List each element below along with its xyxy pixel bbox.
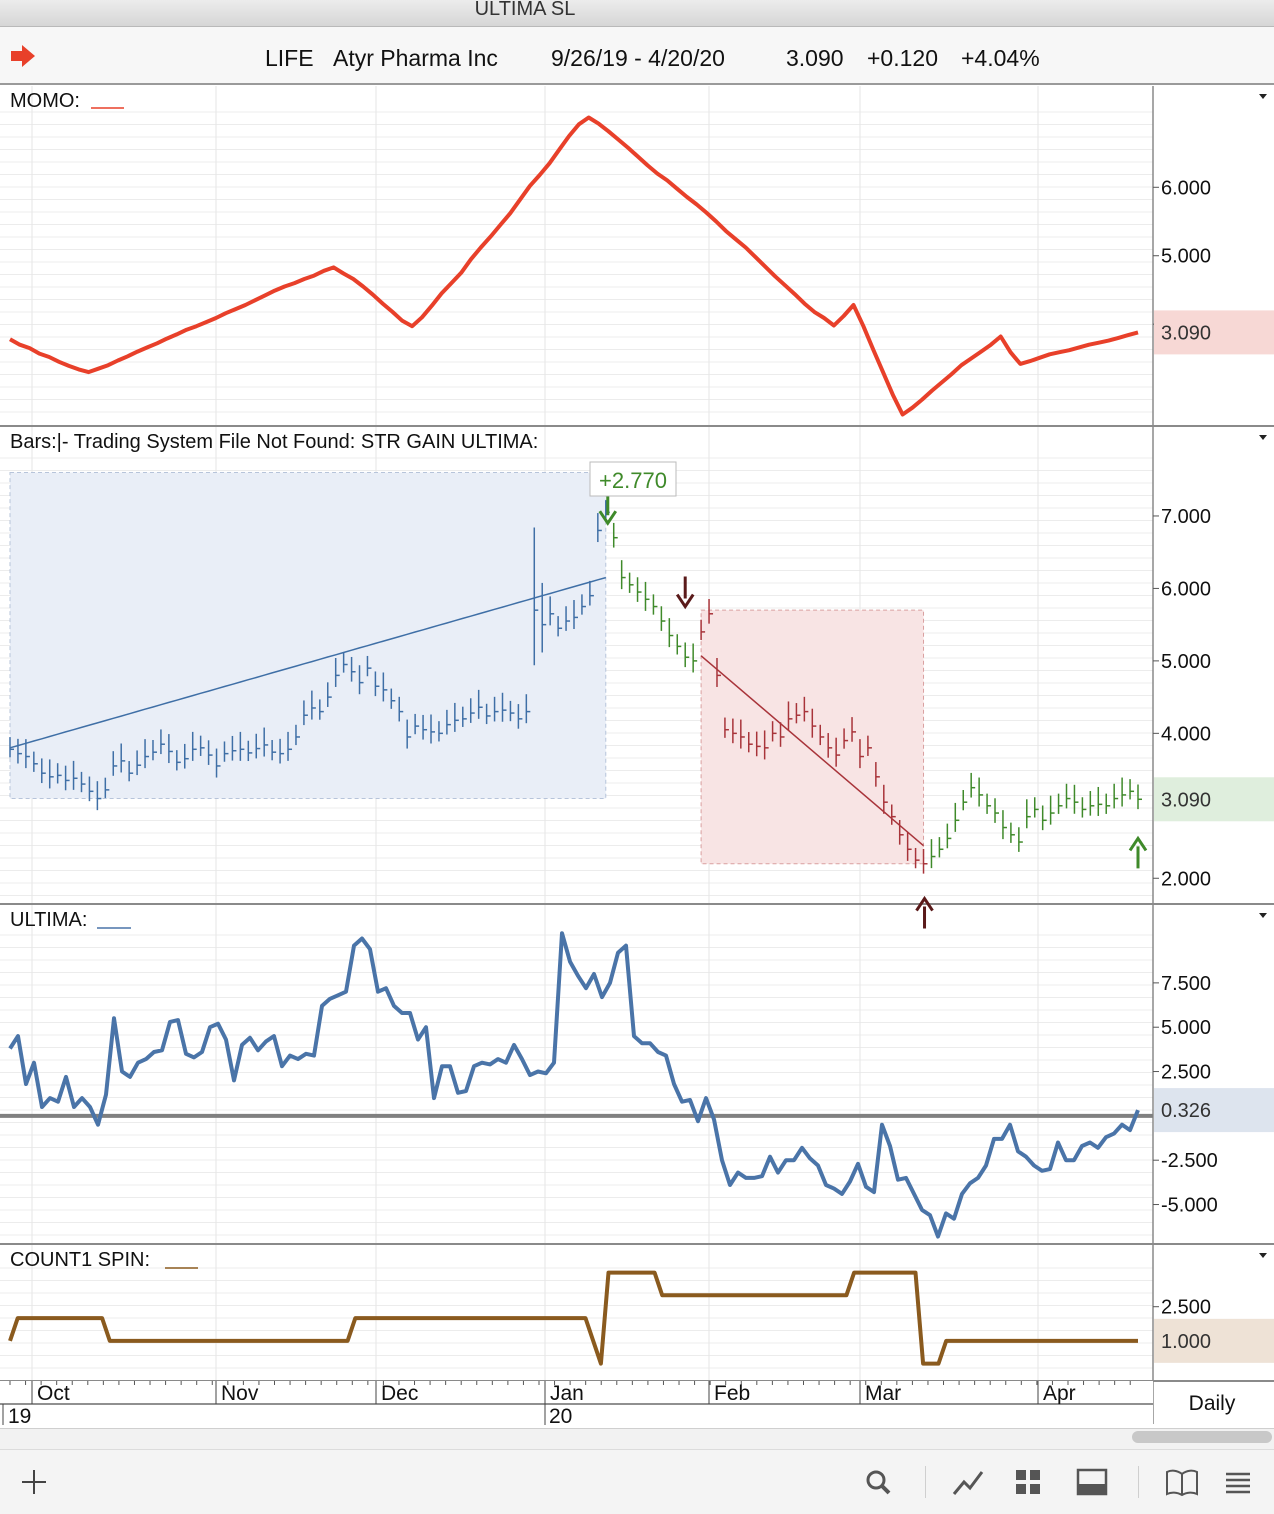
horizontal-scrollbar[interactable] — [1132, 1431, 1272, 1443]
last-price: 3.090 — [786, 45, 844, 71]
y-tick-label: 4.000 — [1161, 723, 1211, 745]
chart-title-momo: MOMO: — [10, 90, 80, 112]
x-tick-label: Apr — [1043, 1382, 1076, 1405]
y-tick-label: 2.500 — [1161, 1062, 1211, 1084]
x-tick-label: Oct — [37, 1382, 70, 1405]
symbol: LIFE — [265, 45, 314, 71]
search-icon[interactable] — [858, 1464, 898, 1500]
gain-annotation-box — [589, 461, 677, 497]
series-line-ultima — [8, 931, 1140, 1239]
y-tick-label: 7.000 — [1161, 506, 1211, 528]
y-tick-label: 5.000 — [1161, 1017, 1211, 1039]
last-value-tag — [1154, 1318, 1274, 1363]
arrow-right-icon[interactable] — [10, 45, 36, 67]
add-icon[interactable] — [14, 1464, 54, 1500]
y-tick-label: -5.000 — [1161, 1195, 1218, 1217]
panel-menu-icon[interactable] — [1259, 913, 1267, 918]
date-range: 9/26/19 - 4/20/20 — [551, 45, 725, 71]
x-tick-label: Dec — [381, 1382, 418, 1405]
series-line-momo — [9, 115, 1139, 417]
last-value-label: 0.326 — [1161, 1100, 1211, 1122]
y-tick-label: 5.000 — [1161, 246, 1211, 268]
buy-signal-arrow — [1128, 835, 1148, 869]
chart-title-bars: Bars:|- Trading System File Not Found: S… — [10, 431, 538, 453]
short-signal-arrow — [675, 576, 695, 610]
grid-icon[interactable] — [1008, 1464, 1048, 1500]
x-year-label: 20 — [549, 1405, 572, 1425]
last-value-tag — [1154, 1088, 1274, 1133]
timeframe-label[interactable]: Daily — [1188, 1392, 1236, 1415]
y-tick-label: 6.000 — [1161, 177, 1211, 199]
y-tick-label: 2.000 — [1161, 868, 1211, 890]
y-tick-label: -2.500 — [1161, 1150, 1218, 1172]
gain-annotation: +2.770 — [599, 468, 667, 493]
last-value-label: 3.090 — [1161, 322, 1211, 344]
last-value-label: 1.000 — [1161, 1331, 1211, 1353]
chart-line-icon[interactable] — [948, 1464, 988, 1500]
footer — [0, 1428, 1274, 1514]
y-tick-label: 7.500 — [1161, 973, 1211, 995]
x-year-label: 19 — [8, 1405, 31, 1425]
window-titlebar: ULTIMA SL — [0, 0, 1274, 27]
price-change: +0.120 — [867, 45, 938, 71]
y-tick-label: 6.000 — [1161, 578, 1211, 600]
price-change-pct: +4.04% — [961, 45, 1040, 71]
x-tick-label: Nov — [221, 1382, 259, 1405]
chart-area[interactable]: 4.0005.0006.0003.090MOMO:2.0004.0005.000… — [0, 85, 1274, 1425]
panel-background — [0, 905, 1274, 1243]
chart-title-ultima: ULTIMA: — [10, 909, 87, 931]
panel-menu-icon[interactable] — [1259, 94, 1267, 99]
last-value-tag — [1154, 777, 1274, 822]
last-value-label: 3.090 — [1161, 789, 1211, 811]
chart-title-count1-spin: COUNT1 SPIN: — [10, 1249, 150, 1271]
book-icon[interactable] — [1162, 1464, 1202, 1500]
panel-menu-icon[interactable] — [1259, 1253, 1267, 1258]
sell-signal-arrow — [598, 493, 618, 526]
menu-icon[interactable] — [1218, 1464, 1258, 1500]
window-title: ULTIMA SL — [474, 0, 576, 20]
x-tick-label: Feb — [714, 1382, 750, 1405]
y-tick-label: 2.500 — [1161, 1297, 1211, 1319]
toolbar-divider — [925, 1466, 926, 1498]
panel-menu-icon[interactable] — [1259, 435, 1267, 440]
cover-signal-arrow — [915, 895, 934, 929]
toolbar-divider — [1138, 1466, 1139, 1498]
bottom-toolbar — [0, 1449, 1274, 1514]
panel-layout-icon[interactable] — [1072, 1464, 1112, 1500]
panel-background — [0, 1245, 1274, 1380]
symbol-info-bar: LIFE Atyr Pharma Inc 9/26/19 - 4/20/20 3… — [0, 27, 1274, 85]
trend-line-long — [9, 576, 606, 749]
x-axis-background — [0, 1381, 1153, 1425]
trend-line-short — [700, 655, 925, 847]
series-line-count1-spin — [8, 1270, 1138, 1366]
x-tick-label: Mar — [865, 1382, 901, 1405]
last-value-tag — [1154, 310, 1274, 355]
company-name: Atyr Pharma Inc — [333, 45, 498, 71]
x-tick-label: Jan — [550, 1382, 584, 1405]
trade-region-long — [9, 471, 607, 800]
y-tick-label: 5.000 — [1161, 651, 1211, 673]
panel-background — [0, 86, 1274, 425]
